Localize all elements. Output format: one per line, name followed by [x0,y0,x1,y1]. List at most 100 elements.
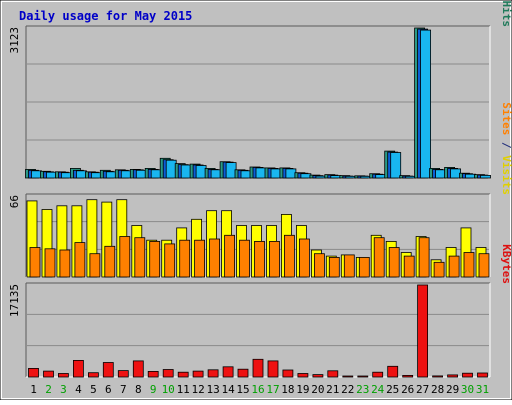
x-tick-label-day-30: 30 [461,383,474,396]
x-tick-label-day-14: 14 [221,383,235,396]
x-tick-label-day-3: 3 [60,383,67,396]
hits-legend-entry: Hits [500,1,512,28]
x-tick-label-day-21: 21 [326,383,339,396]
hits-bar-pages-day-5 [91,172,102,179]
kbytes-bar-kbytes-day-19 [297,373,309,378]
x-tick-label-day-25: 25 [386,383,399,396]
hits-max-label: 3123 [8,27,21,54]
kbytes-bar-kbytes-day-9 [147,370,159,378]
visits-bar-sites-day-29 [448,255,460,278]
x-tick-label-day-22: 22 [341,383,354,396]
hits-bar-pages-day-15 [240,170,252,179]
x-tick-label-day-5: 5 [90,383,97,396]
kbytes-bar-kbytes-day-22 [342,375,354,378]
hits-bar-pages-day-27 [420,29,432,179]
x-tick-label-day-24: 24 [371,383,385,396]
x-tick-label-day-11: 11 [177,383,190,396]
kbytes-bar-kbytes-day-27 [417,284,429,378]
visits-bar-sites-day-23 [358,256,370,278]
visits-bar-sites-day-27 [418,237,430,278]
chart-title: Daily usage for May 2015 [19,9,192,23]
x-tick-label-day-15: 15 [236,383,249,396]
hits-bar-pages-day-4 [76,170,87,179]
x-tick-label-day-19: 19 [296,383,309,396]
kbytes-bar-kbytes-day-12 [192,370,204,378]
x-tick-label-day-8: 8 [135,383,142,396]
hits-bar-pages-day-18 [285,168,297,179]
x-tick-label-day-26: 26 [401,383,414,396]
visits-max-label: 66 [8,195,21,208]
visits-bar-sites-day-7 [119,236,131,278]
x-tick-label-day-29: 29 [446,383,459,396]
x-tick-label-day-7: 7 [120,383,127,396]
x-tick-label-day-20: 20 [311,383,324,396]
hits-bar-pages-day-23 [360,175,372,179]
visits-bar-sites-day-31 [478,253,490,278]
x-tick-label-day-9: 9 [150,383,157,396]
kbytes-bar-kbytes-day-30 [462,372,473,378]
hits-bar-pages-day-13 [210,169,222,179]
x-tick-label-day-12: 12 [191,383,204,396]
x-tick-label-day-2: 2 [45,383,52,396]
x-tick-label-day-17: 17 [266,383,279,396]
x-tick-label-day-16: 16 [251,383,264,396]
x-tick-label-day-28: 28 [431,383,444,396]
kbytes-bar-kbytes-day-15 [237,368,249,378]
hits-bar-pages-day-28 [435,169,447,179]
kbytes-bar-kbytes-day-21 [327,370,339,378]
kbytes-bar-kbytes-day-25 [387,365,399,378]
kbytes-bar-kbytes-day-16 [252,358,264,378]
kbytes-bar-kbytes-day-18 [282,369,294,378]
visits-bar-sites-day-8 [134,237,146,278]
visits-bar-sites-day-28 [433,261,445,278]
visits-bar-sites-day-10 [164,243,176,278]
hits-bar-pages-day-7 [120,170,132,179]
visits-bar-sites-day-17 [269,240,280,278]
hits-bar-pages-day-10 [165,159,177,179]
hits-bar-pages-day-21 [330,175,342,179]
kbytes-bar-kbytes-day-2 [43,370,54,378]
visits-bar-sites-day-2 [44,248,56,278]
x-tick-label-day-4: 4 [75,383,82,396]
x-tick-label-day-31: 31 [476,383,489,396]
hits-bar-pages-day-1 [31,170,42,179]
hits-bar-pages-day-3 [61,172,72,179]
visits-bar-sites-day-20 [313,253,325,278]
visits-legend-entry: Visits [500,155,512,195]
hits-bar-pages-day-30 [465,173,476,179]
visits-bar-sites-day-14 [224,234,236,278]
visits-bar-sites-day-30 [463,252,475,278]
kbytes-bar-kbytes-day-31 [477,372,488,378]
kbytes-legend-entry: KBytes [500,244,512,284]
x-tick-label-day-1: 1 [30,383,37,396]
hits-legend: Pages / Files / Hits [500,0,512,27]
visits-bar-sites-day-6 [104,245,116,278]
visits-bar-sites-day-12 [194,239,206,278]
hits-bar-pages-day-12 [195,165,207,179]
visits-bar-sites-day-24 [373,237,385,278]
visits-bar-sites-day-25 [388,247,400,278]
hits-bar-pages-day-22 [345,175,357,179]
hits-legend-entry: / [500,0,512,1]
visits-legend: Sites / Visits [500,102,512,195]
kbytes-bar-kbytes-day-4 [73,359,84,378]
x-tick-label-day-10: 10 [162,383,175,396]
kbytes-bar-kbytes-day-5 [88,372,99,378]
kbytes-bar-kbytes-day-26 [402,374,414,378]
kbytes-bar-kbytes-day-20 [312,374,324,378]
visits-bar-sites-day-16 [254,240,265,278]
kbytes-bar-kbytes-day-7 [117,370,129,378]
visits-legend-entry: / [500,135,512,155]
hits-bar-pages-day-19 [300,173,312,179]
x-tick-label-day-6: 6 [105,383,112,396]
visits-bar-sites-day-18 [283,234,295,278]
kbytes-legend: KBytes [500,244,512,284]
hits-bar-pages-day-6 [105,171,117,179]
kbytes-bar-kbytes-day-28 [432,375,444,378]
kbytes-bar-kbytes-day-29 [447,374,459,378]
visits-bar-sites-day-9 [149,240,161,278]
kbytes-bar-kbytes-day-1 [28,367,39,378]
kbytes-bar-kbytes-day-24 [372,371,384,378]
x-axis: 1 2 3 4 5 6 7 8 9 10 11 12 13 14 15 16 17 18 19 20 21 22 23 24 2… [30,383,489,396]
